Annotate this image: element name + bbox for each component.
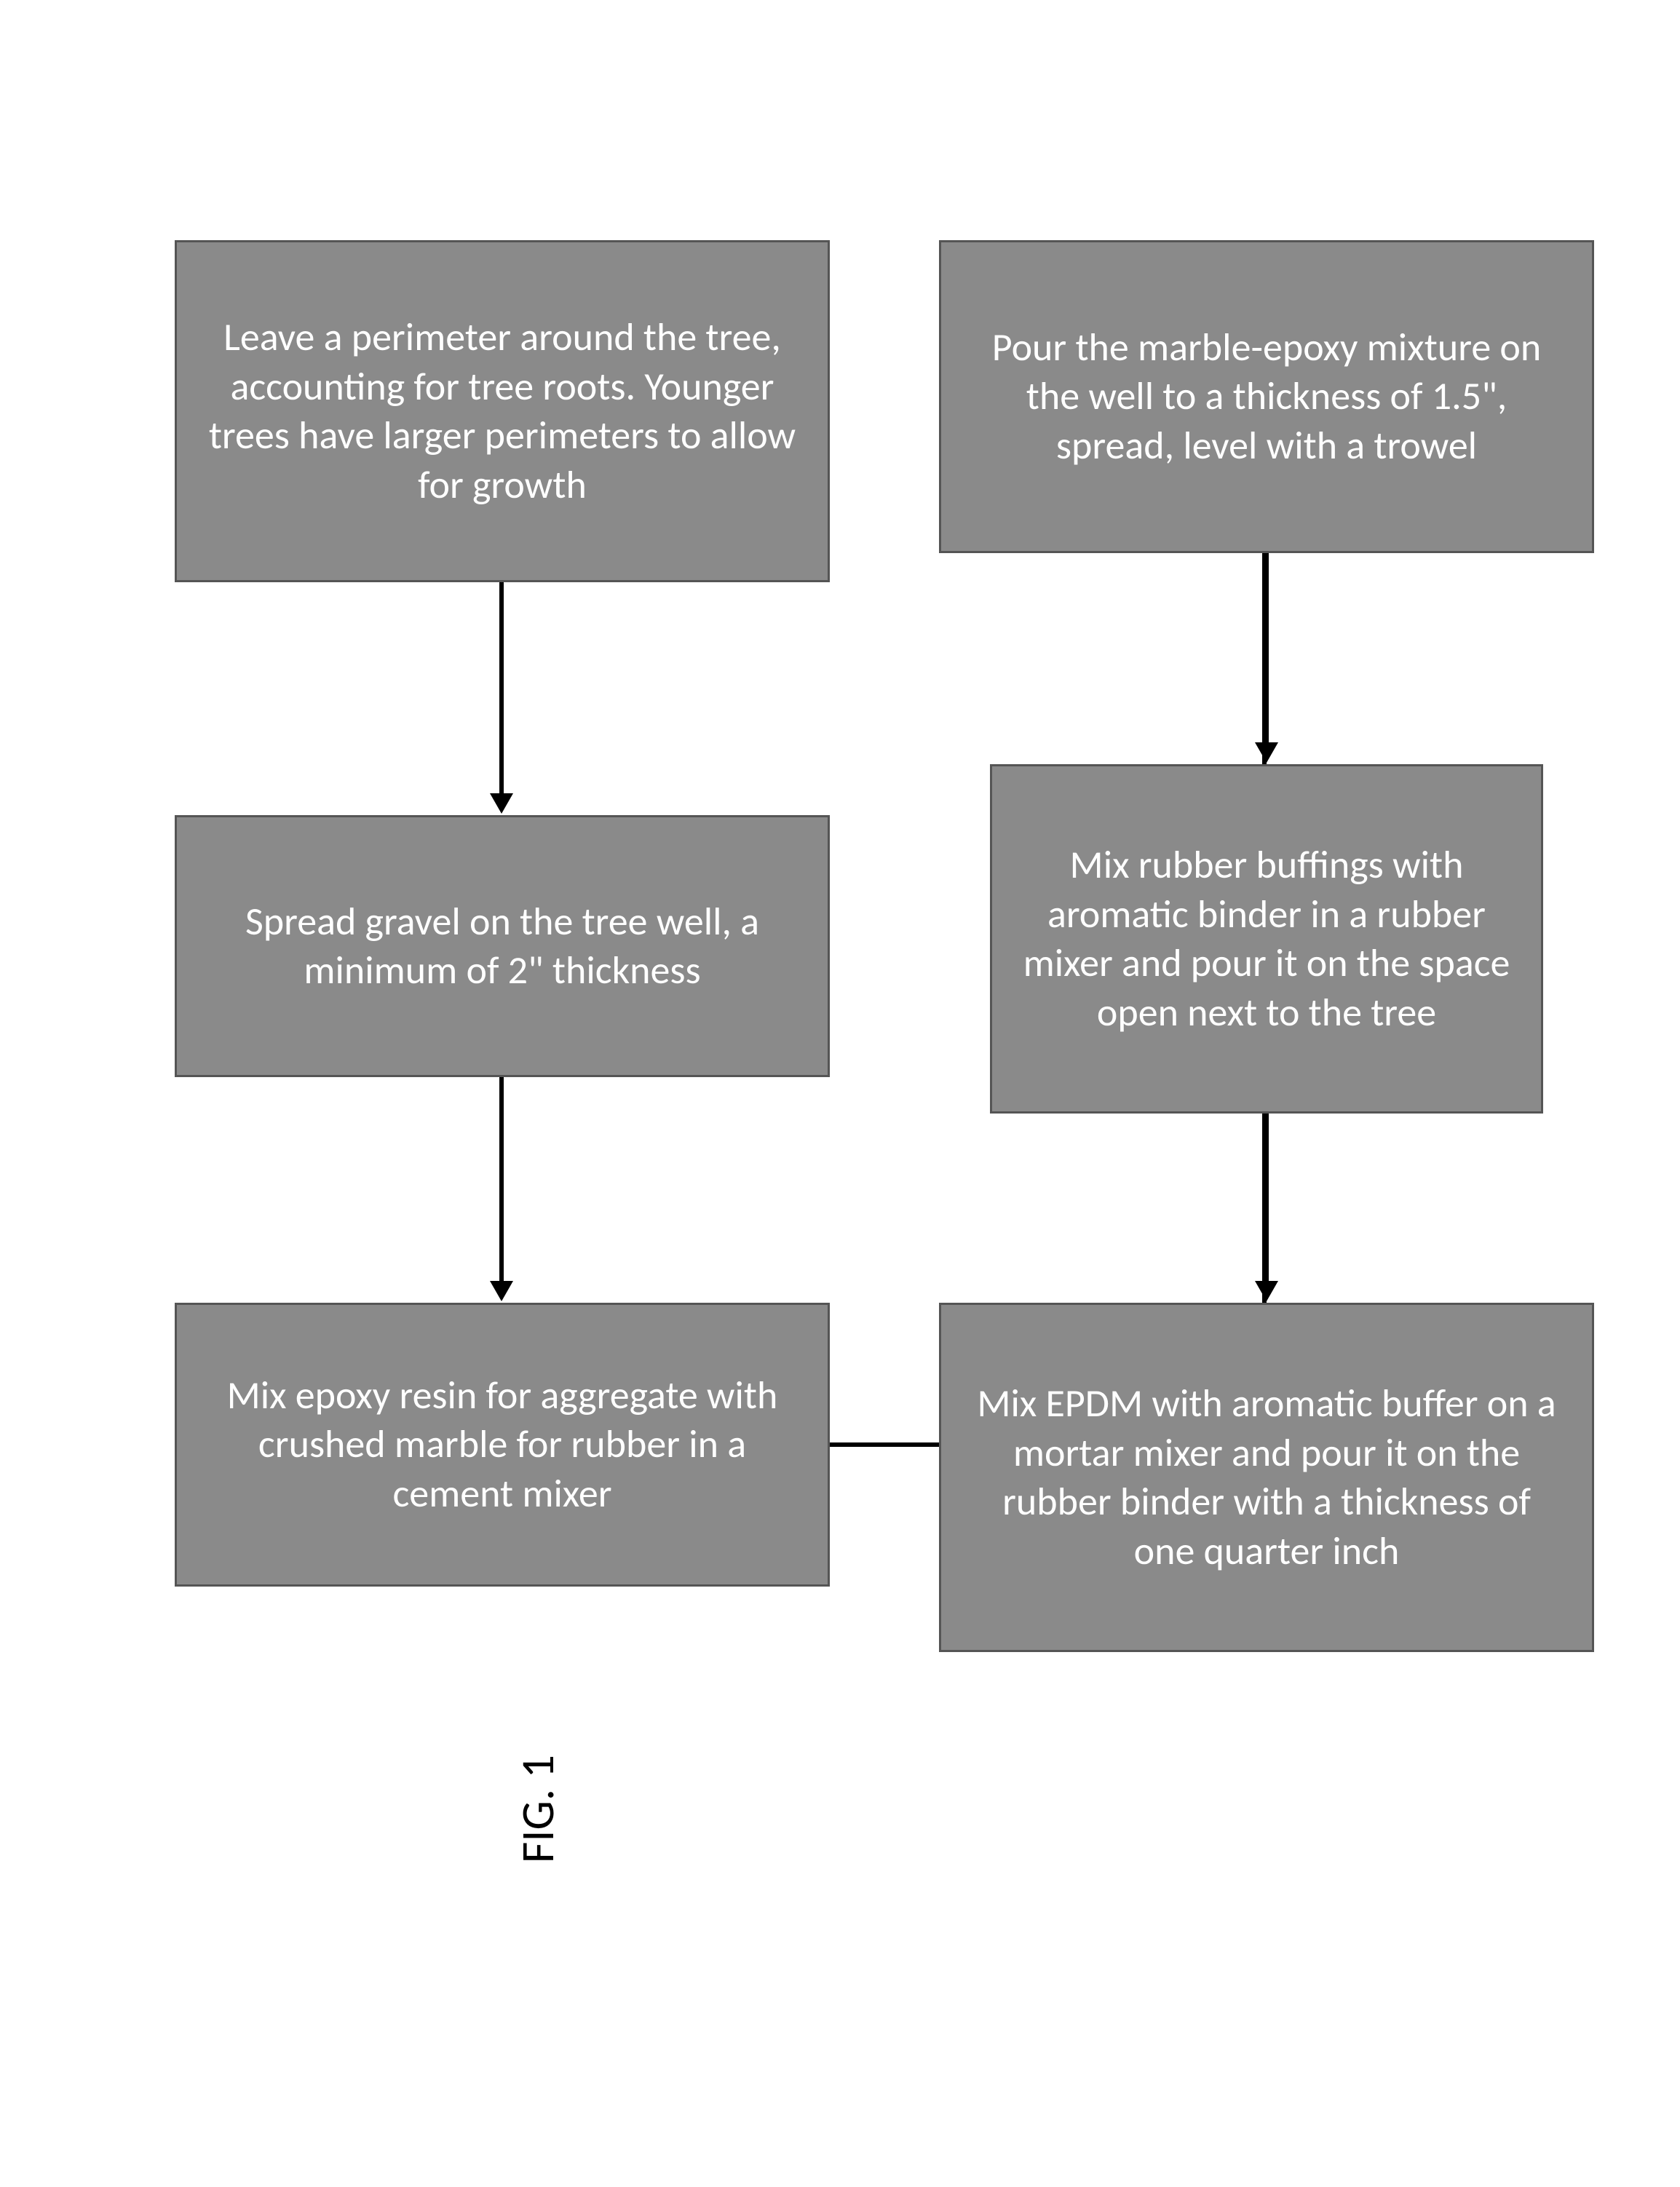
flow-node-label: Pour the marble-epoxy mixture on the wel… — [970, 323, 1563, 471]
flow-node-epdm: Mix EPDM with aromatic buffer on a morta… — [939, 1303, 1594, 1652]
arrow-5-6 — [1264, 1114, 1269, 1281]
flow-node-label: Mix rubber buffings with aromatic binder… — [1021, 841, 1512, 1037]
flow-node-gravel: Spread gravel on the tree well, a minimu… — [175, 815, 830, 1077]
flow-node-rubber-buffings: Mix rubber buffings with aromatic binder… — [990, 764, 1543, 1114]
flow-node-label: Spread gravel on the tree well, a minimu… — [206, 897, 799, 996]
flow-node-perimeter: Leave a perimeter around the tree, accou… — [175, 240, 830, 582]
flow-node-label: Mix epoxy resin for aggregate with crush… — [206, 1371, 799, 1519]
flow-node-label: Mix EPDM with aromatic buffer on a morta… — [970, 1379, 1563, 1576]
flow-node-label: Leave a perimeter around the tree, accou… — [206, 313, 799, 509]
figure-label: FIG. 1 — [510, 1755, 566, 1863]
arrow-4-5 — [1264, 553, 1269, 742]
arrow-4-5-head — [1255, 742, 1278, 763]
flowchart-canvas: Leave a perimeter around the tree, accou… — [0, 0, 1680, 2187]
arrow-2-3-head — [490, 1281, 513, 1301]
arrow-2-3 — [499, 1077, 504, 1281]
flow-node-pour-marble: Pour the marble-epoxy mixture on the wel… — [939, 240, 1594, 553]
arrow-5-6-head — [1255, 1281, 1278, 1301]
arrow-1-2 — [499, 582, 504, 793]
flow-node-epoxy-mix: Mix epoxy resin for aggregate with crush… — [175, 1303, 830, 1587]
arrow-1-2-head — [490, 793, 513, 814]
